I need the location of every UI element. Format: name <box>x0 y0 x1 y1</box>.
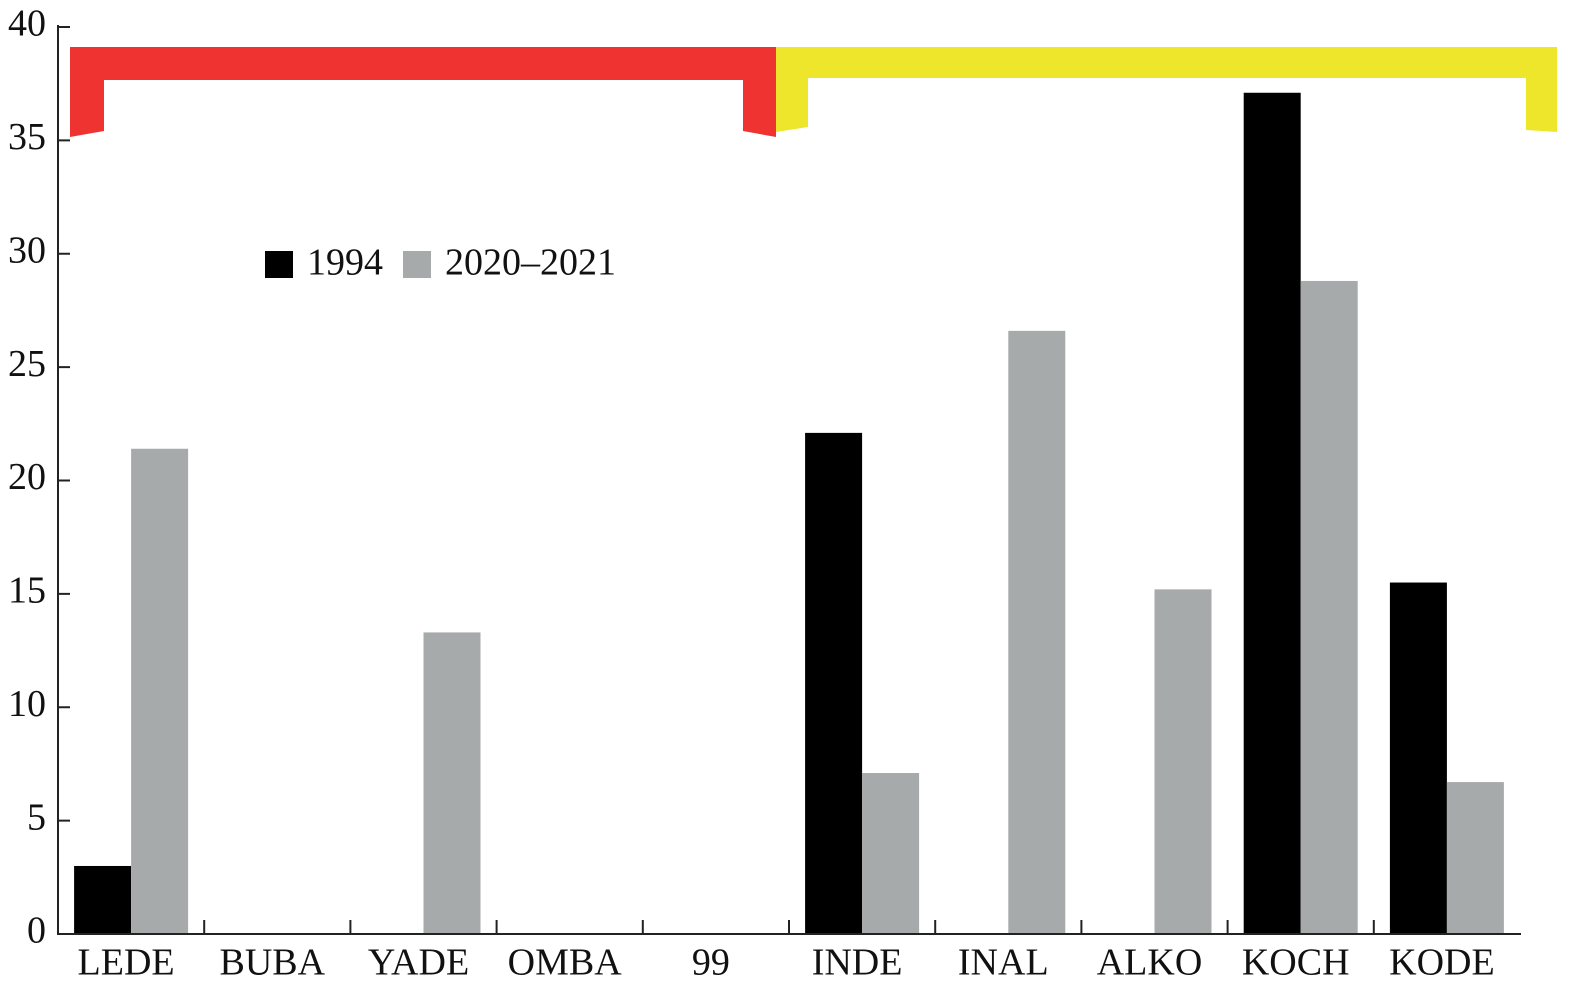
group-bracket <box>70 47 776 137</box>
y-tick-label: 5 <box>27 796 46 838</box>
group-bracket <box>776 47 1557 132</box>
bar <box>74 865 132 934</box>
bar <box>1300 280 1358 935</box>
x-tick-label: INDE <box>812 942 903 984</box>
y-tick-label: 20 <box>8 456 46 498</box>
x-tick-label: KODE <box>1389 942 1495 984</box>
legend-label: 2020–2021 <box>445 242 616 284</box>
plot-area <box>74 92 1504 935</box>
bar <box>862 773 920 934</box>
y-tick-label: 40 <box>8 3 46 45</box>
bar <box>1154 589 1212 934</box>
bar <box>423 632 481 934</box>
y-tick-label: 10 <box>8 683 46 725</box>
x-tick-label: KOCH <box>1242 942 1350 984</box>
y-tick-label: 0 <box>27 910 46 952</box>
y-tick-label: 35 <box>8 116 46 158</box>
bar <box>805 432 863 934</box>
x-tick-label: 99 <box>692 942 730 984</box>
legend-label: 1994 <box>307 242 383 284</box>
x-tick-label: LEDE <box>78 942 175 984</box>
bar <box>1243 92 1301 934</box>
bar <box>131 448 189 934</box>
y-tick-label: 30 <box>8 229 46 271</box>
legend-swatch <box>403 251 431 278</box>
legend-swatch <box>265 251 293 278</box>
x-tick-label: INAL <box>958 942 1049 984</box>
x-tick-label: OMBA <box>508 942 623 984</box>
bar <box>1389 582 1447 934</box>
x-tick-label: ALKO <box>1097 942 1203 984</box>
y-tick-label: 15 <box>8 570 46 612</box>
bar <box>1008 330 1066 935</box>
y-tick-label: 25 <box>8 343 46 385</box>
x-tick-label: YADE <box>368 942 469 984</box>
x-tick-label: BUBA <box>220 942 326 984</box>
bar <box>1446 782 1504 934</box>
